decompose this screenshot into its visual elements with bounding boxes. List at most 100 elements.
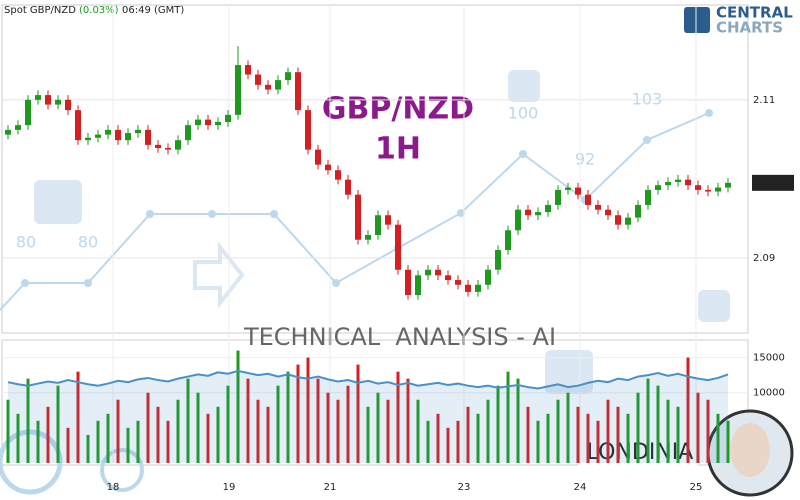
x-tick-label: 19 [223, 482, 236, 493]
watermark-arrow [193, 241, 245, 309]
volume-bar [466, 406, 470, 463]
volume-bar [176, 399, 180, 463]
candle-body [225, 114, 231, 122]
y-tick-label: 2.11 [753, 95, 775, 106]
volume-bar [696, 392, 700, 463]
watermark: 80 80 100 92 103 [0, 70, 730, 495]
volume-bar [546, 413, 550, 463]
volume-bar [566, 392, 570, 463]
volume-bar [206, 413, 210, 463]
volume-bar [146, 392, 150, 463]
watermark-pair: GBP/NZD [322, 92, 474, 127]
volume-bar [426, 420, 430, 463]
candle-body [665, 182, 671, 186]
score-label: 80 [78, 233, 98, 252]
volume-bar [46, 406, 50, 463]
volume-bar [316, 378, 320, 463]
symbol: Spot GBP/NZD [4, 5, 76, 16]
volume-bar [436, 413, 440, 463]
time: 06:49 (GMT) [122, 5, 184, 16]
volume-bar [526, 406, 530, 463]
volume-bar [596, 420, 600, 463]
candle-body [555, 189, 561, 205]
candle-body [95, 134, 101, 138]
candle-body [385, 215, 391, 225]
watermark-icon [545, 350, 593, 394]
volume-bar [576, 406, 580, 463]
candle-body [85, 137, 91, 141]
volume-bar [536, 420, 540, 463]
volume-bar [376, 392, 380, 463]
candle-body [295, 72, 301, 111]
candle-body [245, 65, 251, 75]
volume-bar [396, 371, 400, 463]
logo-text: CHARTS [716, 19, 783, 37]
candle-body [115, 129, 121, 141]
candle-body [695, 185, 701, 190]
volume-bar [26, 378, 30, 463]
candle-body [635, 204, 641, 218]
volume-bar [246, 378, 250, 463]
volume-bar [116, 399, 120, 463]
volume-bar [236, 350, 240, 463]
volume-bar [336, 399, 340, 463]
candle-body [505, 230, 511, 251]
volume-bar [706, 399, 710, 463]
candle-body [415, 275, 421, 296]
logo-text: CENTRAL [716, 4, 793, 22]
volume-bar [386, 399, 390, 463]
volume-bar [686, 357, 690, 463]
candle-body [175, 140, 181, 150]
candle-body [205, 119, 211, 126]
volume-panel [1, 339, 749, 466]
logo-icon [684, 7, 710, 33]
score-label: 80 [16, 233, 36, 252]
volume-bar [136, 420, 140, 463]
price-panel [1, 4, 749, 334]
volume-bar [346, 385, 350, 463]
watermark-circle [0, 429, 63, 495]
last-price-box [752, 174, 794, 191]
volume-bar [126, 427, 130, 463]
candle-body [435, 269, 441, 276]
candle-body [705, 189, 711, 192]
candle-body [715, 187, 721, 192]
candle-body [475, 284, 481, 292]
candle-body [465, 284, 471, 292]
x-tick-label: 23 [458, 482, 471, 493]
candle-body [595, 204, 601, 210]
candle-body [55, 99, 61, 105]
volume-bar [636, 392, 640, 463]
candle-body [315, 149, 321, 165]
candle-body [525, 209, 531, 216]
volume-bar [106, 413, 110, 463]
volume-bar [196, 392, 200, 463]
candle-body [255, 74, 261, 85]
candle-body [545, 204, 551, 213]
volume-bar [16, 413, 20, 463]
volume-ma-area [8, 370, 728, 463]
volume-bar [446, 427, 450, 463]
candle-body [725, 182, 731, 188]
volume-bar [646, 378, 650, 463]
volume-bar [166, 420, 170, 463]
volume-bar [456, 420, 460, 463]
volume-bar [416, 399, 420, 463]
volume-bar [716, 413, 720, 463]
score-label: 100 [508, 104, 539, 123]
score-label: 92 [575, 150, 595, 169]
candle-body [305, 110, 311, 150]
y-tick-label: 15000 [753, 353, 785, 364]
candle-body [495, 250, 501, 270]
volume-bar [666, 399, 670, 463]
volume-bar [76, 371, 80, 463]
candle-body [605, 209, 611, 216]
volume-bar [356, 364, 360, 463]
candle-body [455, 280, 461, 285]
change: (0.03%) [79, 5, 119, 16]
candle-body [235, 65, 241, 115]
candle-body [335, 170, 341, 180]
volume-bar [86, 434, 90, 463]
y-tick-label: 2.09 [753, 253, 775, 264]
candle-body [25, 99, 31, 126]
